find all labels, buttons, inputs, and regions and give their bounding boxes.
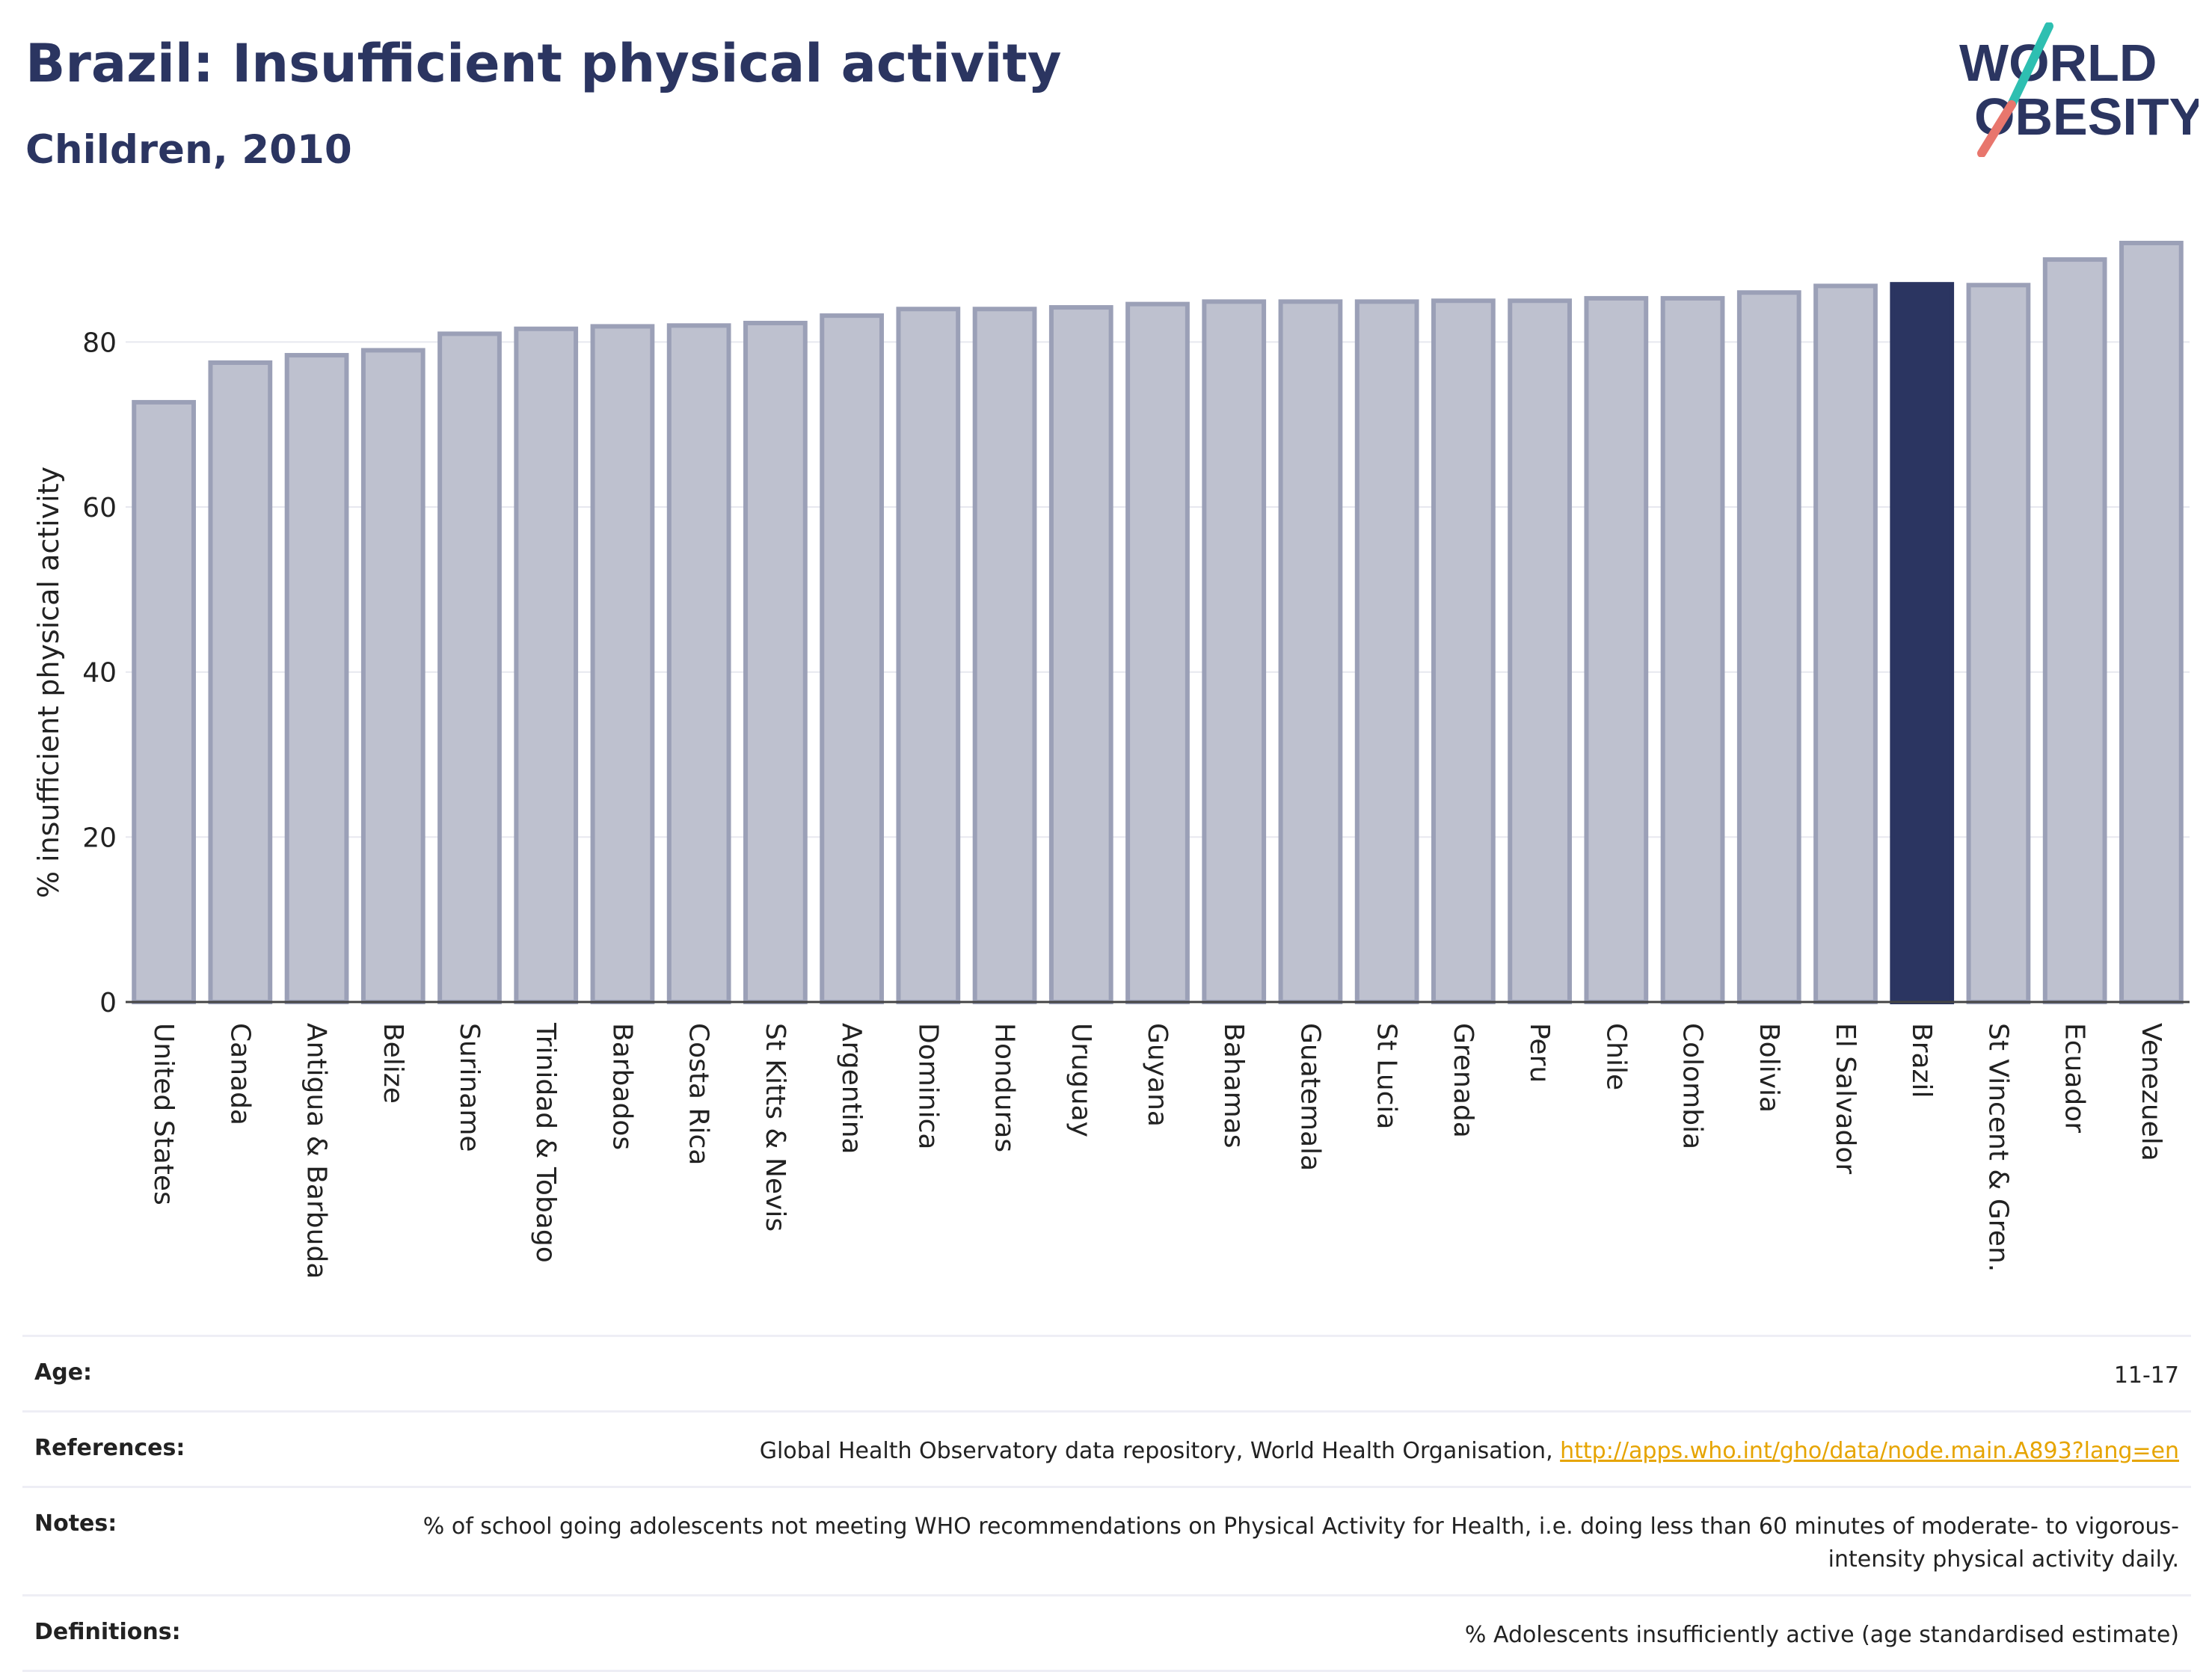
notes-row: Notes: % of school going adolescents not… [22, 1486, 2191, 1594]
bar-grenada [1431, 298, 1496, 1004]
y-tick-label: 20 [82, 823, 117, 853]
bar-st-lucia [1354, 299, 1419, 1004]
y-tick-label: 80 [82, 328, 117, 358]
bar-st-vincent-gren- [1966, 283, 2031, 1004]
bar-uruguay [1048, 305, 1113, 1005]
x-tick-label: El Salvador [1830, 1023, 1861, 1174]
references-text: Global Health Observatory data repositor… [759, 1438, 1561, 1464]
x-tick-label: Costa Rica [683, 1023, 714, 1165]
bar-guyana [1125, 301, 1190, 1004]
x-axis-labels: United States Canada Antigua & Barbuda Beli… [148, 1022, 2166, 1279]
age-label: Age: [34, 1359, 93, 1386]
x-tick-label: Guatemala [1294, 1023, 1325, 1171]
references-value: Global Health Observatory data repositor… [760, 1435, 2179, 1468]
bar-united-states [132, 399, 196, 1004]
definitions-row: Definitions: % Adolescents insufficientl… [22, 1594, 2191, 1672]
bar-chile [1584, 295, 1649, 1005]
x-tick-label: Peru [1524, 1023, 1555, 1083]
bar-argentina [820, 313, 884, 1004]
x-tick-label: Guyana [1142, 1023, 1173, 1127]
bar-st-kitts-nevis [743, 321, 808, 1004]
y-tick-label: 0 [99, 988, 117, 1018]
references-label: References: [34, 1435, 185, 1461]
x-tick-label: Barbados [606, 1023, 637, 1150]
bar-barbados [590, 324, 655, 1005]
x-tick-label: Brazil [1906, 1023, 1937, 1098]
x-tick-label: St Vincent & Gren. [1982, 1023, 2013, 1272]
x-tick-label: Belize [378, 1023, 408, 1104]
bar-honduras [972, 307, 1037, 1004]
notes-label: Notes: [34, 1510, 117, 1537]
bar-ecuador [2042, 257, 2107, 1004]
bar-brazil [1890, 282, 1955, 1005]
bar-chart: United States Canada Antigua & Barbuda Beli… [32, 241, 2190, 1279]
definitions-value: % Adolescents insufficiently active (age… [1464, 1622, 2179, 1648]
bar-dominica [896, 307, 961, 1004]
x-tick-label: Ecuador [2059, 1023, 2090, 1133]
bar-bolivia [1736, 290, 1801, 1004]
bar-venezuela [2119, 241, 2184, 1004]
references-row: References: Global Health Observatory da… [22, 1410, 2191, 1486]
x-tick-label: Venezuela [2136, 1023, 2166, 1161]
bar-colombia [1660, 295, 1725, 1005]
bar-canada [208, 360, 273, 1004]
x-tick-label: Trinidad & Tobago [530, 1022, 561, 1263]
world-obesity-logo: WORLD OBESITY [1959, 22, 2199, 157]
x-tick-label: Uruguay [1066, 1023, 1096, 1137]
bar-antigua-barbuda [284, 353, 349, 1005]
bar-bahamas [1202, 299, 1267, 1004]
logo-coral-stroke [1977, 100, 2016, 157]
x-tick-label: Bahamas [1218, 1023, 1249, 1149]
x-tick-label: Colombia [1677, 1023, 1708, 1149]
x-tick-label: Canada [224, 1023, 255, 1125]
logo-teal-stroke [2007, 22, 2053, 109]
age-row: Age: 11-17 [22, 1335, 2191, 1410]
bar-guatemala [1278, 299, 1343, 1004]
chart-subtitle: Children, 2010 [25, 127, 352, 173]
references-link[interactable]: http://apps.who.int/gho/data/node.main.A… [1560, 1438, 2179, 1464]
x-tick-label: Grenada [1448, 1023, 1478, 1138]
notes-value: % of school going adolescents not meetin… [423, 1513, 2179, 1573]
x-tick-label: Chile [1600, 1023, 1631, 1090]
bar-peru [1508, 298, 1572, 1004]
bar-costa-rica [666, 323, 731, 1004]
x-tick-label: Bolivia [1754, 1023, 1784, 1113]
x-tick-label: Argentina [836, 1023, 867, 1155]
y-axis-label: % insufficient physical activity [32, 467, 65, 898]
x-tick-label: Suriname [454, 1023, 485, 1152]
definitions-label: Definitions: [34, 1619, 181, 1645]
x-tick-label: Antigua & Barbuda [301, 1023, 332, 1279]
logo-line-1: WORLD [1959, 34, 2157, 92]
y-tick-label: 40 [82, 658, 117, 689]
bar-suriname [437, 331, 502, 1004]
bars [132, 241, 2184, 1005]
x-tick-label: United States [148, 1023, 179, 1205]
bar-el-salvador [1813, 283, 1878, 1004]
x-tick-label: St Kitts & Nevis [760, 1023, 790, 1232]
x-tick-label: Dominica [912, 1023, 943, 1150]
x-tick-label: Honduras [989, 1023, 1020, 1152]
chart-title: Brazil: Insufficient physical activity [25, 33, 1062, 94]
bar-trinidad-tobago [514, 326, 579, 1004]
metadata-table: Age: 11-17 References: Global Health Obs… [22, 1335, 2191, 1672]
x-tick-label: St Lucia [1371, 1023, 1402, 1130]
age-value: 11-17 [2113, 1362, 2179, 1389]
y-tick-label: 60 [82, 493, 117, 523]
bar-belize [360, 348, 425, 1005]
y-axis-tick-labels: 0 20 40 60 80 [82, 328, 117, 1018]
